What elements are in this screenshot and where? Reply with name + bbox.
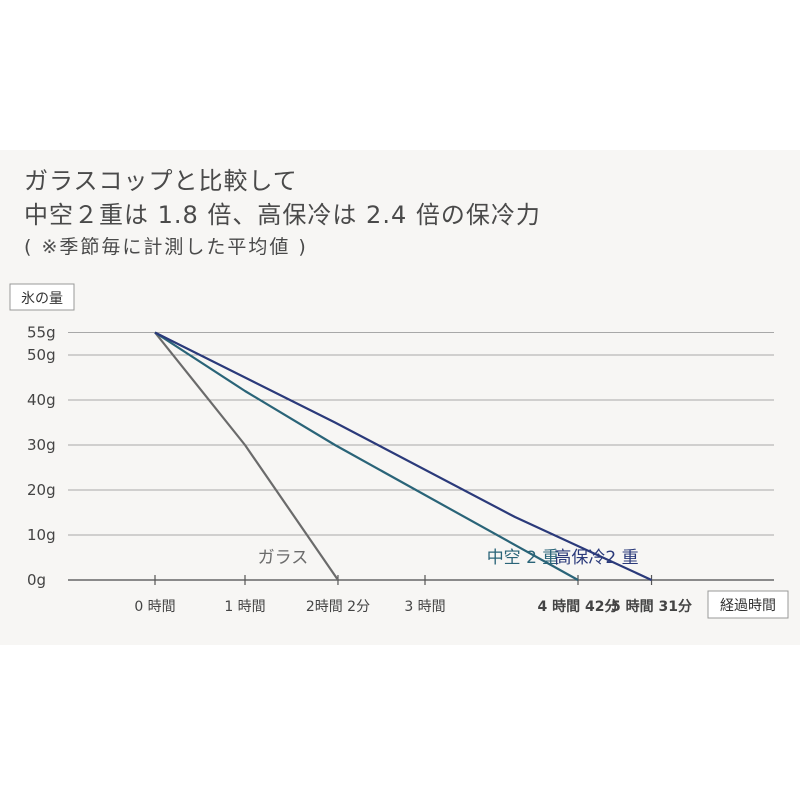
series-label-1: ガラス <box>258 548 309 568</box>
grid-lines <box>68 332 774 536</box>
x-tick-label: 4 時間 42分 <box>538 598 619 615</box>
y-tick-label: 50g <box>27 346 56 364</box>
chart-panel <box>0 150 800 645</box>
x-tick-label: 0 時間 <box>134 599 175 615</box>
y-tick-label: 10g <box>27 526 56 544</box>
y-axis-title-box: 氷の量 <box>9 283 75 311</box>
y-tick-label: 30g <box>27 436 56 454</box>
chart-header: ガラスコップと比較して 中空２重は 1.8 倍、高保冷は 2.4 倍の保冷力 (… <box>24 164 541 262</box>
series-label-2: 中空 2 重 <box>487 548 560 568</box>
chart-note: ( ※季節毎に計測した平均値 ) <box>24 236 308 258</box>
series-line-3 <box>154 331 652 581</box>
y-tick-label: 0g <box>27 571 46 589</box>
chart-subtitle: 中空２重は 1.8 倍、高保冷は 2.4 倍の保冷力 <box>24 201 541 229</box>
y-tick-label: 20g <box>27 481 56 499</box>
series-line-2 <box>154 331 579 581</box>
series-line-1 <box>154 331 339 581</box>
y-tick-label: 55g <box>27 324 56 342</box>
x-axis-title: 経過時間 <box>720 598 776 614</box>
y-axis-title: 氷の量 <box>21 291 63 307</box>
y-tick-labels: 0g 10g 20g 30g 40g 50g 55g <box>27 324 56 590</box>
x-tick-label: 5 時間 31分 <box>611 598 692 615</box>
series-label-3: 高保冷2 重 <box>554 548 638 568</box>
x-axis-title-box: 経過時間 <box>707 590 789 619</box>
x-tick-label: 3 時間 <box>404 599 445 615</box>
series-lines <box>154 331 652 581</box>
chart-title: ガラスコップと比較して <box>24 167 298 195</box>
x-tick-label: 1 時間 <box>224 599 265 615</box>
y-tick-label: 40g <box>27 391 56 409</box>
x-tick-label: 2時間 2分 <box>306 599 370 615</box>
